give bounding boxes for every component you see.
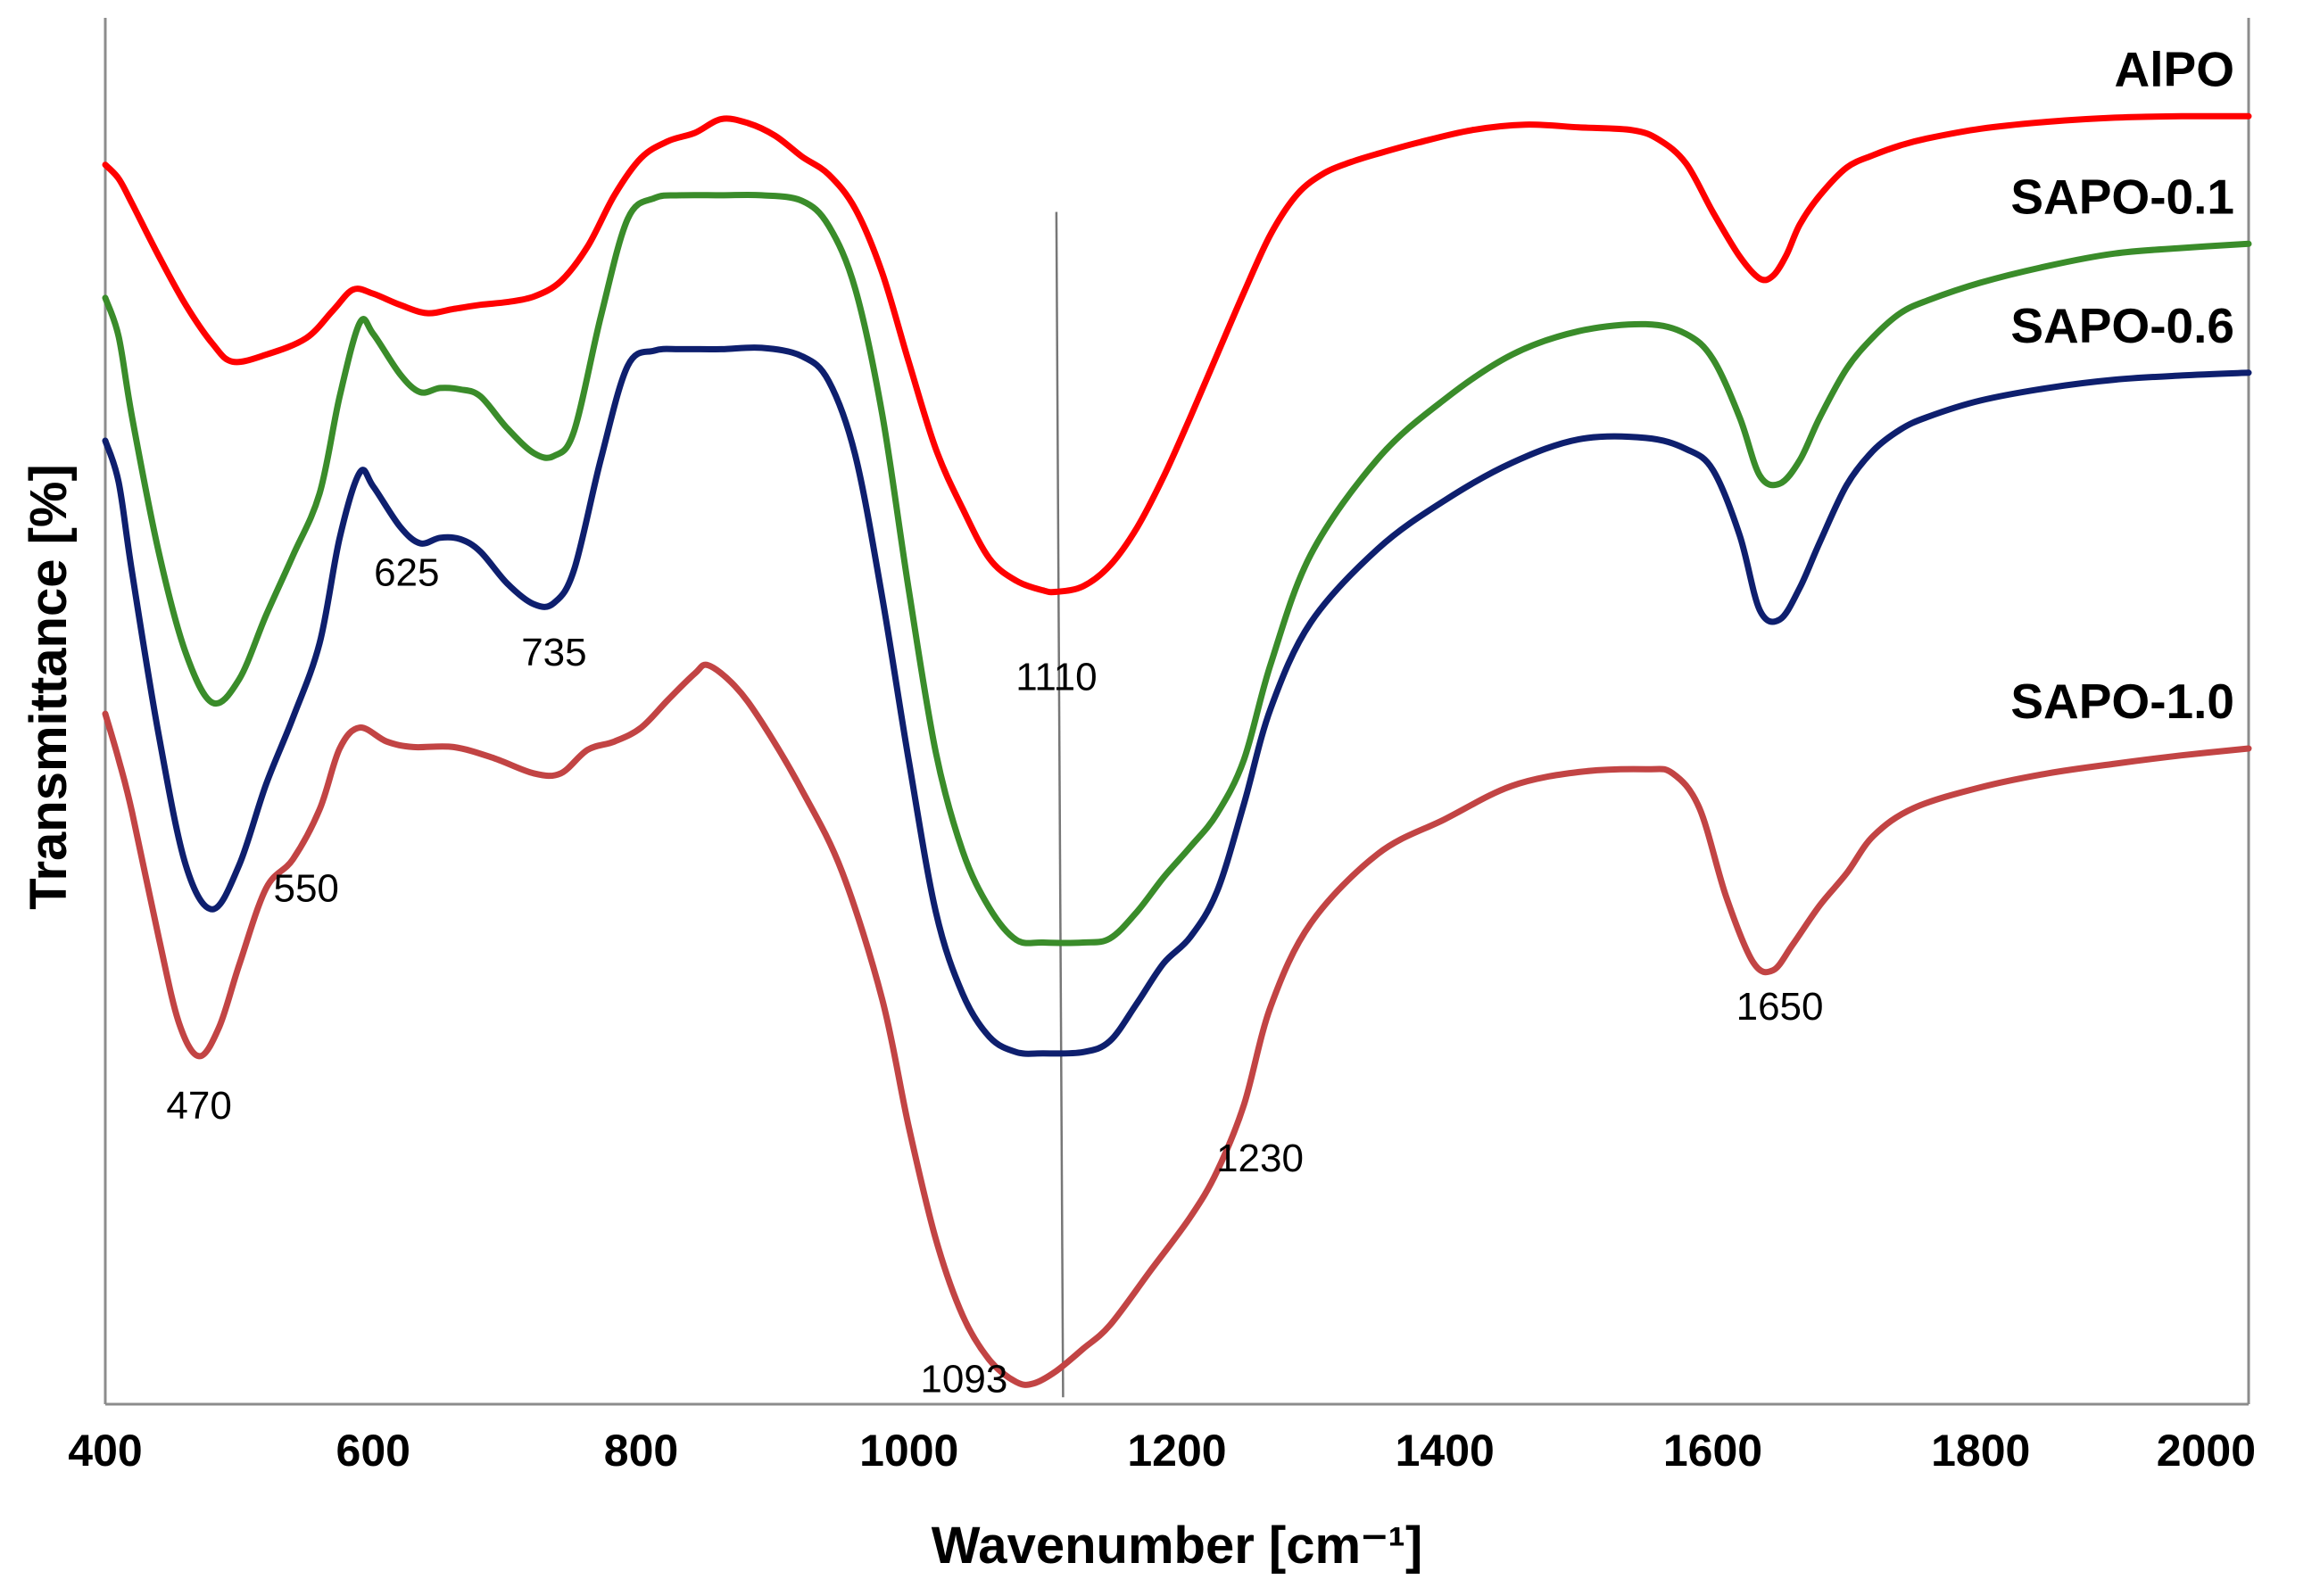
reference-line-group [1055,211,1065,1398]
series-line-sapo-1-0 [102,661,2252,1388]
series-label-group: AlPO SAPO-0.1 SAPO-0.6 SAPO-1.0 [2010,41,2234,729]
x-tick-label-2000: 2000 [2157,1426,2256,1476]
x-tick-group: 400 600 800 1000 1200 1400 1600 1800 2000 [68,1426,2256,1476]
peak-label-1093: 1093 [920,1358,1007,1402]
x-tick-label-1800: 1800 [1931,1426,2030,1476]
series-group [102,112,2252,1388]
peak-label-735: 735 [521,631,586,674]
reference-line [1055,211,1065,1398]
series-line-sapo-0-6 [102,344,2252,1057]
peak-annotation-group: 470 550 625 735 1110 1093 1230 1650 [166,551,1823,1402]
series-label-sapo-0-6: SAPO-0.6 [2010,298,2234,353]
x-tick-label-1200: 1200 [1127,1426,1226,1476]
x-tick-label-400: 400 [68,1426,142,1476]
series-label-sapo-0-1: SAPO-0.1 [2010,169,2234,224]
x-tick-label-1600: 1600 [1663,1426,1762,1476]
x-axis-title: Wavenumber [cm⁻¹] [932,1517,1423,1575]
y-axis-title: Transmittance [%] [20,464,78,910]
x-tick-label-800: 800 [604,1426,678,1476]
peak-label-1230: 1230 [1216,1137,1304,1180]
series-label-sapo-1-0: SAPO-1.0 [2010,674,2234,729]
peak-label-1110: 1110 [1015,655,1097,699]
peak-label-470: 470 [166,1084,231,1128]
peak-label-625: 625 [374,551,439,595]
peak-label-550: 550 [273,866,338,910]
x-tick-label-600: 600 [336,1426,410,1476]
peak-label-1650: 1650 [1736,985,1824,1029]
series-line-alpo [102,112,2252,596]
x-tick-label-1000: 1000 [859,1426,958,1476]
x-tick-label-1400: 1400 [1396,1426,1495,1476]
series-line-sapo-0-1 [102,191,2252,947]
series-label-alpo: AlPO [2115,41,2234,96]
